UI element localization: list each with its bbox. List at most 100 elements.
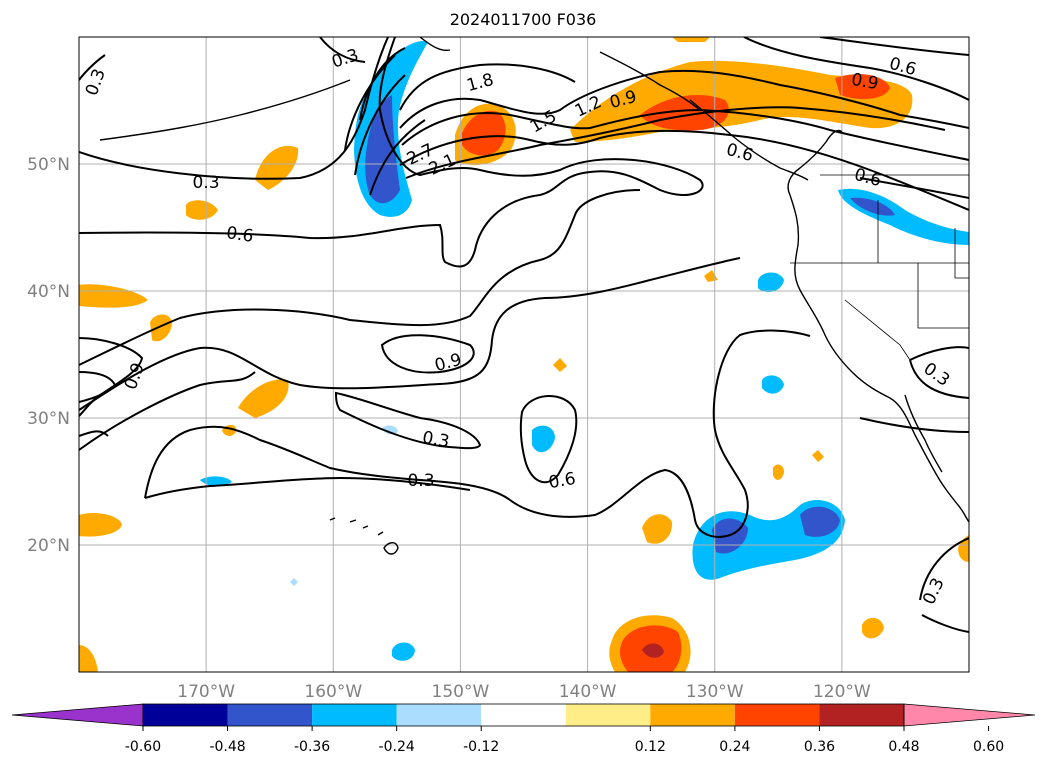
positive-anomaly-west-4 [150,314,172,342]
contour-line-20 [344,54,396,151]
positive-anomaly-south-2 [862,617,884,639]
contour-line-14 [399,69,969,129]
state-border-3 [917,263,969,329]
colorbar-tick-label: -0.36 [294,739,330,755]
positive-anomaly-mid-3 [773,464,784,480]
colorbar-cell [650,704,735,726]
bc-coast [689,99,809,181]
contour-line-27 [909,359,969,399]
contour-line-6 [144,329,811,538]
colorbar-cell [396,704,482,726]
pnw-coast [787,129,843,196]
alaska-coast [419,37,451,52]
colorbar-ticks: -0.60 -0.48 -0.36 -0.24 -0.12 0.12 0.24 0.36 0.4… [125,726,1004,755]
colorbar-tick-label: -0.48 [209,739,245,755]
negative-anomaly-small [290,578,298,586]
negative-anomaly-mid-2 [382,425,398,435]
negative-anomaly-south-core-2 [800,506,840,537]
positive-anomaly-west-5 [238,379,289,418]
colorbar-tick-label: 0.48 [888,739,919,755]
positive-anomaly-mid-1 [553,358,567,372]
colorbar-cell [143,704,228,726]
colorbar-cell [734,704,820,726]
contour-line-11 [79,337,144,417]
contour-label: 0.3 [421,428,451,452]
contour-line-3 [79,189,641,366]
lon-tick-label: 120°W [813,682,871,702]
contour-line-31 [79,54,106,81]
contour-line-5 [79,371,256,451]
hawaii-islands [329,517,399,555]
figure-title: 2024011700 F036 [450,10,597,29]
lat-tick-label: 30°N [27,409,70,429]
lon-tick-label: 140°W [559,682,617,702]
positive-anomaly-south-peak [642,643,664,658]
colorbar-cells [11,703,1036,727]
lon-tick-label: 160°W [304,682,362,702]
baja-coast [904,394,943,473]
colorbar-under-arrow [11,703,144,727]
state-border-5 [844,299,911,361]
positive-anomaly-west-3 [79,284,148,308]
lat-tick-label: 50°N [27,155,70,175]
colorbar-tick-label: -0.24 [379,739,415,755]
colorbar-cell [565,704,651,726]
contour-line-25 [859,177,969,199]
positive-anomaly-hawaii-east [642,514,673,544]
map-frame [78,36,970,673]
state-border-4 [954,228,969,279]
contour-label: 0.3 [407,471,434,491]
contour-line-8 [334,391,482,450]
map-background [79,37,969,672]
contour-line-23 [743,37,969,101]
colorbar-tick-label: -0.12 [463,739,499,755]
negative-anomaly-mid-4 [758,272,784,293]
negative-anomaly-mid-1 [200,476,232,487]
contour-line-30 [921,614,969,633]
negative-anomaly-mid-5 [762,375,784,394]
contour-line-9 [380,334,475,374]
contour-label: 0.9 [850,70,880,94]
contour-line-26 [909,346,969,361]
contour-line-21 [354,74,406,176]
contour-line-18 [399,63,576,111]
colorbar-frame [142,703,905,727]
state-borders [790,174,969,361]
contour-line-29 [919,537,969,601]
colorbar-tick-label: 0.12 [635,739,666,755]
contour-line-16 [399,129,969,211]
contour-line-10 [519,395,578,484]
colorbar: -0.60 -0.48 -0.36 -0.24 -0.12 0.12 0.24 0.36 0.4… [11,703,1036,755]
contour-line-17 [405,106,946,179]
colorbar-over-arrow [903,703,1036,727]
negative-anomaly-mid-3 [532,425,555,453]
colorbar-tick-label: -0.60 [125,739,161,755]
positive-anomaly-top [672,37,710,42]
contour-label: 0.3 [192,173,219,193]
contour-line-32 [319,37,366,63]
map-panel: 0.30.30.30.30.30.30.30.60.60.60.60.60.9 0… [79,37,969,672]
contour-line-15 [401,108,969,161]
contour-line-24 [819,37,969,56]
contour-line-22 [369,119,426,196]
lat-tick-label: 40°N [27,282,70,302]
colorbar-cell [227,704,313,726]
negative-anomaly-south-2 [392,642,415,661]
contours [79,37,969,633]
lon-tick-label: 170°W [177,682,235,702]
contour-line-12 [79,371,117,403]
aleutians [99,79,351,141]
positive-anomaly-west-7 [79,513,122,537]
contour-label: 0.6 [225,223,255,247]
contour-line-4 [79,257,741,411]
negative-anomaly-gulf-alaska-core [365,95,400,204]
positive-anomaly-west-2 [186,200,218,220]
positive-anomaly-gulf-alaska-core [462,110,506,156]
alaska-panhandle [599,51,701,111]
colorbar-tick-label: 0.60 [973,739,1004,755]
lon-tick-label: 150°W [432,682,490,702]
axis-labels: 170°W 160°W 150°W 140°W 130°W 120°W 20°N 30°N 40… [27,155,871,702]
positive-anomaly-northeast-core [640,95,729,131]
colorbar-cell [312,704,397,726]
